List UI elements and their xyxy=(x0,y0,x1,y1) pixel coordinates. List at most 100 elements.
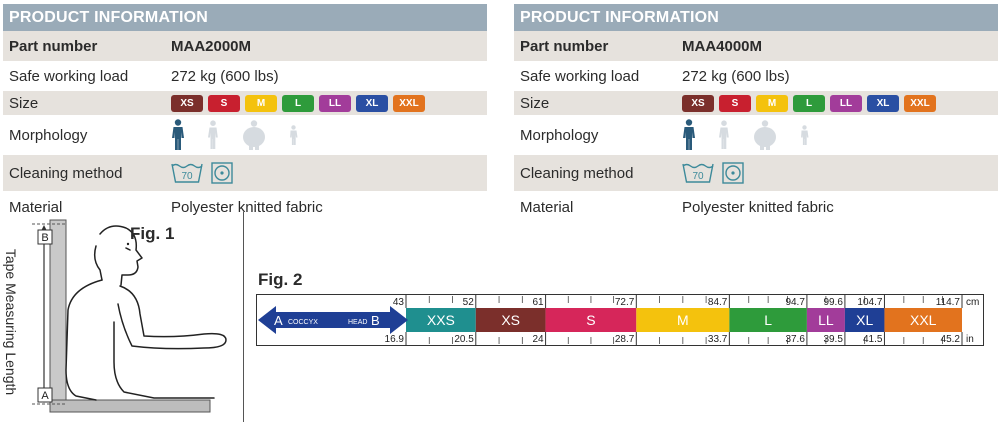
fig2-size-scale: XXS XS S M L LL XL XXL 4316.95220.5612472.728.7… xyxy=(256,294,984,346)
cm-tick-label: 84.7 xyxy=(708,297,728,308)
swl-value: 272 kg (600 lbs) xyxy=(682,67,790,85)
material-row: Material Polyester knitted fabric xyxy=(514,191,998,223)
product-info-panel-left: PRODUCT INFORMATION Part number MAA2000M… xyxy=(3,4,487,223)
cm-tick-label: 72.7 xyxy=(615,297,635,308)
cm-tick-label: 99.6 xyxy=(823,297,843,308)
cleaning-label: Cleaning method xyxy=(9,164,123,182)
part-number-value: MAA4000M xyxy=(682,37,763,55)
part-number-row: Part number MAA4000M xyxy=(514,31,998,61)
panel-header: PRODUCT INFORMATION xyxy=(3,4,487,31)
swl-value: 272 kg (600 lbs) xyxy=(171,67,279,85)
tape-measuring-length-label: Tape Measuring Length xyxy=(3,248,19,396)
size-band-label: XXL xyxy=(910,312,937,328)
size-band-s xyxy=(545,308,637,332)
swl-label: Safe working load xyxy=(520,67,640,85)
size-chip-xl: XL xyxy=(867,94,899,112)
size-chip-s: S xyxy=(719,94,751,112)
part-number-row: Part number MAA2000M xyxy=(3,31,487,61)
fig1-marker-b: B xyxy=(37,229,53,245)
large-person-icon xyxy=(243,120,265,150)
product-info-panel-right: PRODUCT INFORMATION Part number MAA4000M… xyxy=(514,4,998,223)
size-band-label: XL xyxy=(856,312,873,328)
cleaning-row: Cleaning method 70 xyxy=(3,155,487,191)
size-band-m xyxy=(636,308,730,332)
part-number-label: Part number xyxy=(9,37,98,55)
child-person-icon xyxy=(801,125,809,145)
size-label: Size xyxy=(520,94,550,112)
morphology-label: Morphology xyxy=(520,126,599,144)
figure-divider xyxy=(243,212,244,422)
in-tick-label: 24 xyxy=(532,334,544,345)
size-chip-l: L xyxy=(282,94,314,112)
wash-temperature: 70 xyxy=(692,171,704,182)
size-band-label: S xyxy=(586,312,595,328)
size-chip-m: M xyxy=(756,94,788,112)
swl-row: Safe working load 272 kg (600 lbs) xyxy=(3,61,487,91)
in-tick-label: 45.2 xyxy=(941,334,961,345)
size-band-label: L xyxy=(764,312,772,328)
in-tick-label: 28.7 xyxy=(615,334,635,345)
unit-cm: cm xyxy=(966,297,979,308)
swl-row: Safe working load 272 kg (600 lbs) xyxy=(514,61,998,91)
tumble-dry-icon xyxy=(722,162,744,184)
material-row: Material Polyester knitted fabric xyxy=(3,191,487,223)
panel-header: PRODUCT INFORMATION xyxy=(514,4,998,31)
cm-tick-label: 114.7 xyxy=(936,297,961,308)
cm-tick-label: 104.7 xyxy=(857,297,882,308)
size-band-ll xyxy=(806,308,845,332)
size-band-xxs xyxy=(406,308,476,332)
size-band-label: LL xyxy=(818,312,834,328)
in-tick-label: 20.5 xyxy=(454,334,474,345)
unit-in: in xyxy=(966,334,974,345)
size-chips: XS S M L LL XL XXL xyxy=(682,94,998,112)
standard-person-icon xyxy=(683,119,695,150)
fig2-label: Fig. 2 xyxy=(258,270,303,289)
arrow-label-head: HEAD xyxy=(348,319,367,326)
slim-person-icon xyxy=(719,120,729,149)
in-tick-label: 33.7 xyxy=(708,334,728,345)
size-band-l xyxy=(729,308,807,332)
material-value: Polyester knitted fabric xyxy=(682,198,834,216)
size-chip-xl: XL xyxy=(356,94,388,112)
in-tick-label: 41.5 xyxy=(863,334,883,345)
in-tick-label: 37.6 xyxy=(785,334,805,345)
in-tick-label: 39.5 xyxy=(823,334,843,345)
wash-70-icon: 70 xyxy=(171,163,203,183)
material-label: Material xyxy=(9,198,63,216)
cm-tick-label: 61 xyxy=(532,297,544,308)
size-band-xxl xyxy=(884,308,962,332)
arrow-label-b: B xyxy=(371,313,380,328)
svg-text:A: A xyxy=(41,390,49,402)
in-tick-label: 16.9 xyxy=(385,334,405,345)
fig1-seated-figure-illustration xyxy=(32,219,227,413)
cm-tick-label: 43 xyxy=(393,297,405,308)
standard-person-icon xyxy=(172,119,184,150)
fig1-marker-a: A xyxy=(37,387,53,403)
arrow-label-coccyx: COCCYX xyxy=(288,319,318,326)
size-band-xl xyxy=(844,308,885,332)
size-row: Size XS S M L LL XL XXL xyxy=(3,91,487,115)
size-band-xs xyxy=(475,308,546,332)
size-chip-ll: LL xyxy=(830,94,862,112)
morphology-row: Morphology xyxy=(3,115,487,155)
size-band-label: XS xyxy=(501,312,520,328)
wash-temperature: 70 xyxy=(181,171,193,182)
material-label: Material xyxy=(520,198,574,216)
size-chip-m: M xyxy=(245,94,277,112)
material-value: Polyester knitted fabric xyxy=(171,198,323,216)
morphology-icons xyxy=(171,118,487,152)
child-person-icon xyxy=(290,125,298,145)
size-band-label: M xyxy=(677,312,689,328)
part-number-value: MAA2000M xyxy=(171,37,252,55)
size-row: Size XS S M L LL XL XXL xyxy=(514,91,998,115)
tumble-dry-icon xyxy=(211,162,233,184)
size-chips: XS S M L LL XL XXL xyxy=(171,94,487,112)
size-chip-l: L xyxy=(793,94,825,112)
size-chip-s: S xyxy=(208,94,240,112)
slim-person-icon xyxy=(208,120,218,149)
size-chip-xs: XS xyxy=(171,94,203,112)
cm-tick-label: 52 xyxy=(463,297,475,308)
morphology-label: Morphology xyxy=(9,126,88,144)
arrow-label-a: A xyxy=(274,313,283,328)
fig1-label: Fig. 1 xyxy=(130,224,175,243)
